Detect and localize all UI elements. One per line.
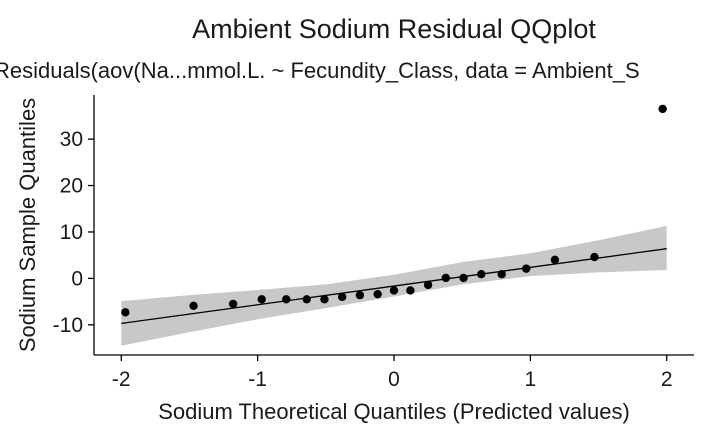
data-point — [441, 273, 451, 283]
x-tick-label: -1 — [248, 368, 267, 391]
data-point — [590, 252, 599, 262]
data-points — [121, 104, 667, 317]
chart-subtitle: Residuals(aov(Na...mmol.L. ~ Fecundity_C… — [0, 58, 640, 83]
data-point — [189, 301, 198, 310]
data-point — [355, 290, 365, 300]
y-tick-label: 30 — [60, 128, 83, 151]
y-axis-label: Sodium Sample Quantiles — [15, 98, 40, 352]
x-axis-ticks: -2 -1 0 1 2 — [112, 355, 673, 391]
x-tick-label: 1 — [525, 368, 537, 391]
data-point — [302, 295, 311, 304]
data-point — [337, 292, 347, 302]
y-axis-ticks: -10 0 10 20 30 — [53, 128, 94, 337]
y-tick-label: 0 — [71, 267, 83, 290]
y-tick-label: 20 — [60, 175, 83, 198]
data-point — [550, 255, 560, 265]
y-tick-label: 10 — [60, 221, 83, 244]
data-point — [459, 273, 468, 283]
plot-area — [121, 104, 667, 346]
data-point — [228, 299, 238, 309]
chart-title: Ambient Sodium Residual QQplot — [192, 14, 596, 44]
data-point — [658, 104, 667, 114]
x-tick-label: 0 — [388, 368, 400, 391]
x-axis-label: Sodium Theoretical Quantiles (Predicted … — [158, 399, 630, 424]
x-tick-label: 2 — [661, 368, 673, 391]
reference-line — [121, 248, 667, 325]
data-point — [522, 264, 531, 273]
data-point — [406, 286, 415, 295]
data-point — [257, 295, 266, 304]
data-point — [320, 295, 329, 304]
data-point — [121, 308, 130, 317]
data-point — [282, 295, 291, 304]
x-tick-label: -2 — [112, 368, 131, 391]
data-point — [423, 280, 433, 290]
data-point — [497, 270, 506, 279]
data-point — [389, 286, 399, 295]
data-point — [373, 289, 382, 299]
data-point — [477, 270, 486, 279]
y-tick-label: -10 — [53, 314, 83, 337]
